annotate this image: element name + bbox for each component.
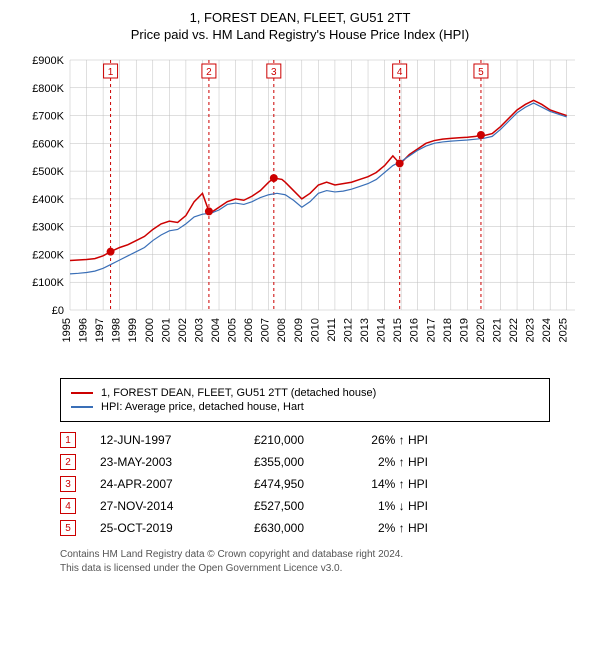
svg-text:£500K: £500K — [32, 166, 64, 178]
transaction-delta: 2% ↑ HPI — [328, 521, 428, 535]
transaction-date: 23-MAY-2003 — [100, 455, 200, 469]
transaction-date: 24-APR-2007 — [100, 477, 200, 491]
transaction-row: 3 24-APR-2007 £474,950 14% ↑ HPI — [60, 476, 590, 492]
svg-text:2015: 2015 — [392, 318, 404, 342]
chart-svg: £0 £100K £200K £300K £400K £500K £600K £700K £80… — [20, 50, 580, 370]
transaction-row: 2 23-MAY-2003 £355,000 2% ↑ HPI — [60, 454, 590, 470]
svg-text:2002: 2002 — [177, 318, 189, 342]
svg-text:2021: 2021 — [491, 318, 503, 342]
footer-line1: Contains HM Land Registry data © Crown c… — [60, 548, 590, 562]
transaction-row: 1 12-JUN-1997 £210,000 26% ↑ HPI — [60, 432, 590, 448]
svg-text:£100K: £100K — [32, 277, 64, 289]
svg-text:3: 3 — [271, 67, 277, 78]
transactions-table: 1 12-JUN-1997 £210,000 26% ↑ HPI 2 23-MAY-200… — [60, 432, 590, 536]
svg-text:2001: 2001 — [160, 318, 172, 342]
svg-text:2011: 2011 — [326, 318, 338, 342]
svg-text:5: 5 — [478, 67, 484, 78]
transaction-number-box: 2 — [60, 454, 76, 470]
svg-text:2000: 2000 — [144, 318, 156, 342]
svg-text:2022: 2022 — [508, 318, 520, 342]
transaction-delta: 26% ↑ HPI — [328, 433, 428, 447]
svg-text:1997: 1997 — [94, 318, 106, 342]
svg-text:2009: 2009 — [293, 318, 305, 342]
transaction-delta: 2% ↑ HPI — [328, 455, 428, 469]
svg-text:2020: 2020 — [475, 318, 487, 342]
svg-text:£300K: £300K — [32, 222, 64, 234]
svg-text:£0: £0 — [52, 305, 64, 317]
svg-text:£200K: £200K — [32, 249, 64, 261]
svg-text:£900K: £900K — [32, 55, 64, 67]
svg-text:1998: 1998 — [111, 318, 123, 342]
transaction-row: 4 27-NOV-2014 £527,500 1% ↓ HPI — [60, 498, 590, 514]
legend: 1, FOREST DEAN, FLEET, GU51 2TT (detache… — [60, 378, 550, 422]
transaction-price: £630,000 — [224, 521, 304, 535]
svg-text:2019: 2019 — [458, 318, 470, 342]
transaction-number-box: 5 — [60, 520, 76, 536]
svg-text:2004: 2004 — [210, 318, 222, 342]
legend-swatch — [71, 406, 93, 408]
svg-text:£800K: £800K — [32, 83, 64, 95]
transaction-number-box: 1 — [60, 432, 76, 448]
svg-text:2007: 2007 — [260, 318, 272, 342]
svg-text:2003: 2003 — [193, 318, 205, 342]
legend-item: 1, FOREST DEAN, FLEET, GU51 2TT (detache… — [71, 387, 539, 399]
svg-text:£600K: £600K — [32, 138, 64, 150]
svg-text:2014: 2014 — [376, 318, 388, 342]
svg-text:2018: 2018 — [442, 318, 454, 342]
svg-text:2: 2 — [206, 67, 212, 78]
svg-text:2025: 2025 — [558, 318, 570, 342]
svg-text:2005: 2005 — [227, 318, 239, 342]
legend-item: HPI: Average price, detached house, Hart — [71, 401, 539, 413]
title-block: 1, FOREST DEAN, FLEET, GU51 2TT Price pa… — [10, 10, 590, 42]
transaction-date: 25-OCT-2019 — [100, 521, 200, 535]
legend-label: 1, FOREST DEAN, FLEET, GU51 2TT (detache… — [101, 387, 376, 399]
svg-text:2012: 2012 — [342, 318, 354, 342]
svg-text:£700K: £700K — [32, 111, 64, 123]
svg-text:2016: 2016 — [409, 318, 421, 342]
transaction-price: £210,000 — [224, 433, 304, 447]
transaction-delta: 1% ↓ HPI — [328, 499, 428, 513]
transaction-number-box: 4 — [60, 498, 76, 514]
svg-text:1995: 1995 — [61, 318, 73, 342]
transaction-number-box: 3 — [60, 476, 76, 492]
svg-text:1999: 1999 — [127, 318, 139, 342]
svg-text:2017: 2017 — [425, 318, 437, 342]
transaction-price: £474,950 — [224, 477, 304, 491]
svg-text:1996: 1996 — [78, 318, 90, 342]
title-subtitle: Price paid vs. HM Land Registry's House … — [10, 27, 590, 42]
svg-text:2024: 2024 — [541, 318, 553, 342]
transaction-price: £355,000 — [224, 455, 304, 469]
svg-text:2006: 2006 — [243, 318, 255, 342]
svg-text:4: 4 — [397, 67, 403, 78]
transaction-date: 27-NOV-2014 — [100, 499, 200, 513]
svg-text:2023: 2023 — [525, 318, 537, 342]
transaction-row: 5 25-OCT-2019 £630,000 2% ↑ HPI — [60, 520, 590, 536]
transaction-price: £527,500 — [224, 499, 304, 513]
legend-swatch — [71, 392, 93, 394]
svg-text:2013: 2013 — [359, 318, 371, 342]
footer-attribution: Contains HM Land Registry data © Crown c… — [60, 548, 590, 576]
svg-text:1: 1 — [108, 67, 114, 78]
title-address: 1, FOREST DEAN, FLEET, GU51 2TT — [10, 10, 590, 25]
price-chart: £0 £100K £200K £300K £400K £500K £600K £700K £80… — [20, 50, 580, 370]
transaction-date: 12-JUN-1997 — [100, 433, 200, 447]
legend-label: HPI: Average price, detached house, Hart — [101, 401, 304, 413]
svg-text:£400K: £400K — [32, 194, 64, 206]
svg-text:2008: 2008 — [276, 318, 288, 342]
transaction-delta: 14% ↑ HPI — [328, 477, 428, 491]
footer-line2: This data is licensed under the Open Gov… — [60, 562, 590, 576]
svg-text:2010: 2010 — [309, 318, 321, 342]
